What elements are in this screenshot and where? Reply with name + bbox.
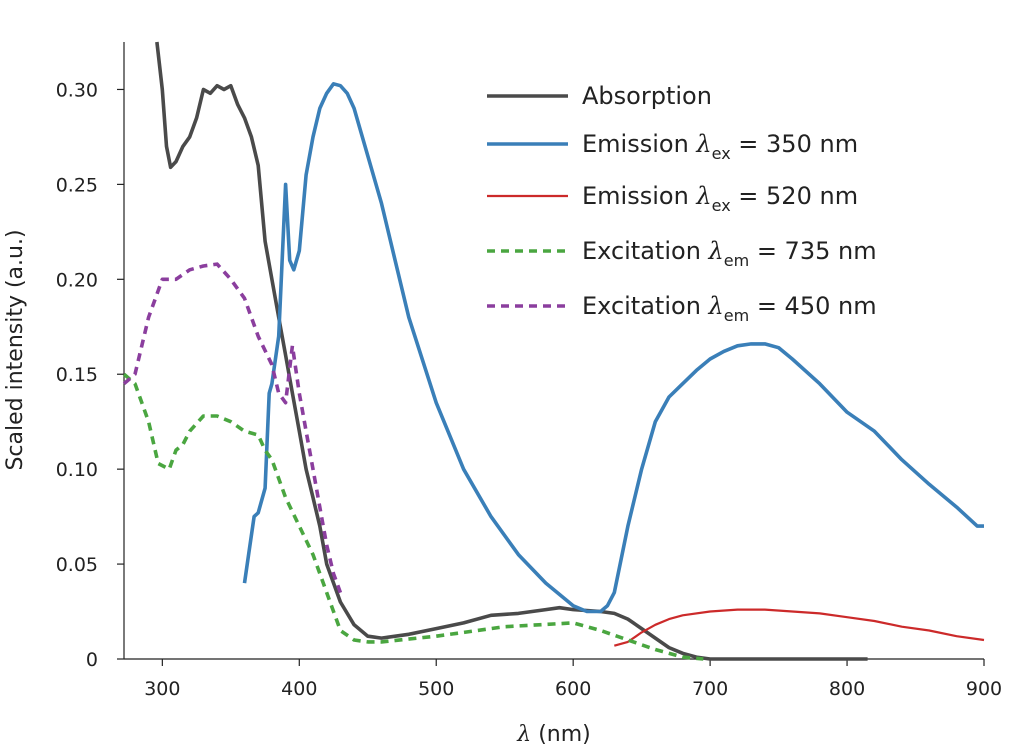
legend-main: Emission: [582, 130, 696, 158]
y-tick-label: 0.10: [56, 459, 98, 481]
series-layer: [122, 41, 985, 661]
x-tick-label: 600: [555, 678, 591, 700]
y-tick-label: 0.15: [56, 364, 98, 386]
series-line-0: [155, 41, 868, 661]
y-tick-label: 0.25: [56, 174, 98, 196]
x-tick-label: 400: [281, 678, 317, 700]
x-tick-label: 900: [966, 678, 1002, 700]
legend-subscript: ex: [712, 196, 731, 215]
legend-symbol: λ: [708, 292, 724, 320]
legend-main: Excitation: [582, 292, 709, 320]
y-axis-title: Scaled intensity (a.u.): [3, 229, 28, 470]
y-tick-label: 0.20: [56, 269, 98, 291]
x-axis-symbol: λ: [516, 722, 531, 747]
legend-symbol: λ: [695, 130, 711, 158]
y-tick-label: 0.05: [56, 554, 98, 576]
x-tick-label: 700: [692, 678, 728, 700]
y-tick-label: 0.30: [56, 79, 98, 101]
legend-symbol: λ: [708, 237, 724, 265]
x-axis-title: λ (nm): [516, 722, 591, 747]
legend-symbol: λ: [695, 182, 711, 210]
legend-entry-3: Excitation λem = 735 nm: [582, 237, 877, 270]
legend-entry-4: Excitation λem = 450 nm: [582, 292, 877, 325]
x-tick-label: 300: [144, 678, 180, 700]
x-tick-label: 800: [829, 678, 865, 700]
legend-main: Emission: [582, 182, 696, 210]
legend-subscript: em: [724, 251, 749, 270]
legend-entry-0: Absorption: [582, 82, 712, 110]
legend-tail: = 450 nm: [749, 292, 876, 320]
series-line-1: [242, 82, 984, 614]
legend-entry-1: Emission λex = 350 nm: [582, 130, 858, 163]
series-line-2: [614, 608, 985, 647]
legend-tail: = 350 nm: [731, 130, 858, 158]
series-line-3: [122, 372, 704, 661]
series-line-4: [122, 262, 343, 594]
legend-entry-2: Emission λex = 520 nm: [582, 182, 858, 215]
x-tick-label: 500: [418, 678, 454, 700]
legend-main: Excitation: [582, 237, 709, 265]
legend-tail: = 520 nm: [731, 182, 858, 210]
legend-subscript: em: [724, 306, 749, 325]
y-tick-label: 0: [86, 649, 98, 671]
legend-tail: = 735 nm: [749, 237, 876, 265]
x-axis-unit: (nm): [531, 722, 591, 747]
legend-main: Absorption: [582, 82, 712, 110]
legend-subscript: ex: [712, 144, 731, 163]
ticks: 300 400 500 600 700 800 900 0 0.05 0.10 0.15 0.20 0.…: [56, 79, 1002, 700]
